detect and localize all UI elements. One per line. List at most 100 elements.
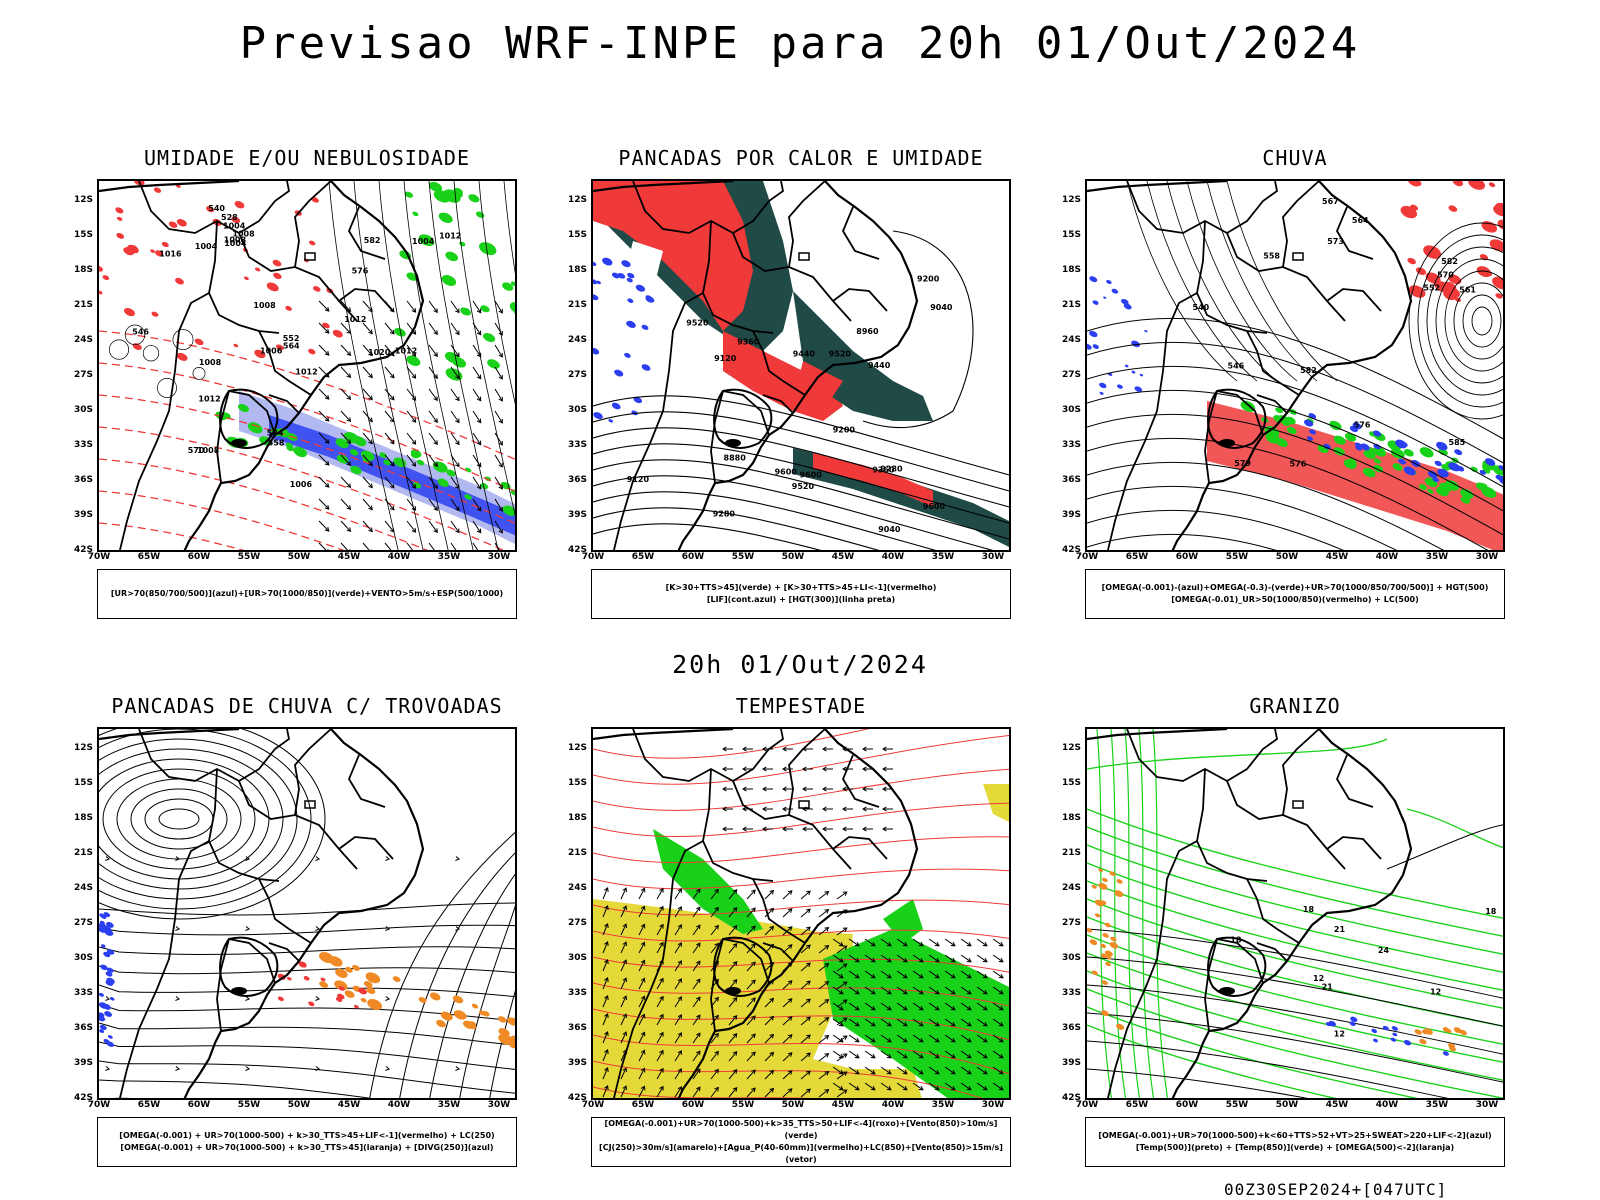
wind-vector xyxy=(602,1084,609,1098)
wind-vector xyxy=(960,1082,972,1091)
field-blob xyxy=(446,469,456,477)
wind-vector xyxy=(315,856,321,861)
wind-vector xyxy=(836,945,848,954)
map-panel xyxy=(97,727,517,1100)
field-blob xyxy=(1104,922,1111,928)
field-blob xyxy=(311,197,319,203)
wind-vector xyxy=(818,1070,830,1080)
field-blob xyxy=(1362,467,1376,478)
field-blob xyxy=(338,986,345,991)
country-border xyxy=(1196,220,1268,334)
wind-vector xyxy=(428,410,438,424)
field-blob xyxy=(441,275,457,286)
lat-tick-label: 15S xyxy=(567,778,587,788)
wind-vector xyxy=(340,388,352,401)
field-blob xyxy=(468,194,480,203)
contour-label: 1020 xyxy=(368,348,391,357)
lon-tick-label: 30W xyxy=(981,552,1005,562)
wind-vector xyxy=(105,1066,111,1071)
contour-label: 8880 xyxy=(724,453,747,462)
country-border xyxy=(228,390,276,436)
wind-vector xyxy=(976,954,988,963)
wind-vector xyxy=(428,432,438,446)
wind-vector xyxy=(896,1066,908,1075)
wind-vector xyxy=(842,806,853,812)
wind-vector xyxy=(818,926,830,936)
field-blob xyxy=(1116,384,1123,389)
wind-vector xyxy=(245,856,251,861)
field-blob xyxy=(1106,955,1112,960)
contour-label: 9600 xyxy=(800,471,823,480)
field-blob xyxy=(127,244,139,254)
wind-vector xyxy=(896,970,908,979)
wind-vector xyxy=(928,1018,940,1027)
contour-label: 540 xyxy=(1193,303,1210,312)
wind-vector xyxy=(960,970,972,979)
country-border xyxy=(347,206,386,260)
field-blob xyxy=(1372,430,1382,437)
wind-vector xyxy=(960,1066,972,1075)
lon-tick-label: 35W xyxy=(1425,1100,1449,1110)
wind-vector xyxy=(710,888,719,900)
wind-vector xyxy=(836,963,848,972)
wind-vector xyxy=(362,410,373,423)
wind-vector xyxy=(848,1002,860,1011)
wind-vector xyxy=(315,1066,321,1071)
wind-vector xyxy=(782,890,793,900)
country-border xyxy=(1126,729,1346,870)
field-blob xyxy=(176,352,188,361)
wind-vector xyxy=(992,954,1004,963)
wind-vector xyxy=(836,1071,848,1080)
contour-label: 9600 xyxy=(775,467,798,476)
field-blob xyxy=(1344,432,1357,442)
wind-vector xyxy=(944,970,956,979)
field-blob xyxy=(1403,1039,1412,1046)
country-border xyxy=(1335,206,1374,260)
field-blob xyxy=(1363,449,1376,459)
field-blob xyxy=(1443,290,1457,301)
wind-vector xyxy=(428,454,438,468)
stream-line xyxy=(99,902,515,916)
contour-label: 9200 xyxy=(917,275,940,284)
lon-tick-label: 35W xyxy=(437,552,461,562)
wind-vector xyxy=(384,366,395,379)
lat-tick-label: 36S xyxy=(567,1023,587,1033)
panel-title: PANCADAS POR CALOR E UMIDADE xyxy=(618,146,984,170)
field-blob xyxy=(1309,429,1317,435)
wind-vector xyxy=(472,520,482,534)
wind-vector xyxy=(822,826,833,832)
wind-vector xyxy=(728,907,738,918)
wind-vector xyxy=(913,1099,923,1100)
wind-vector xyxy=(1008,955,1009,956)
stream-line xyxy=(99,1041,515,1070)
field-blob xyxy=(406,355,421,367)
field-blob xyxy=(206,206,215,213)
wind-vector xyxy=(318,476,330,488)
field-blob xyxy=(1275,407,1283,414)
field-blob xyxy=(1099,382,1107,389)
map-graphic xyxy=(593,729,1009,1100)
wind-vector xyxy=(385,926,391,931)
field-blob xyxy=(287,977,292,981)
wind-vector xyxy=(960,1002,972,1011)
wind-vector xyxy=(362,542,373,550)
wind-vector xyxy=(800,980,811,990)
stream-line xyxy=(99,1060,515,1094)
lat-tick-label: 12S xyxy=(1061,743,1081,753)
wind-vector xyxy=(450,542,457,550)
contour-label: 1008 xyxy=(199,358,222,367)
map-panel: 582 585 582 576 573 570 567 579 576 564 558 552 540 5… xyxy=(1085,179,1505,552)
lon-tick-label: 65W xyxy=(1125,1100,1149,1110)
wind-vector xyxy=(406,454,417,467)
field-blob xyxy=(105,971,113,977)
contour-label: 1008 xyxy=(253,301,276,310)
field-blob xyxy=(320,977,326,982)
field-blob xyxy=(596,280,601,285)
wind-vector xyxy=(822,806,833,812)
field-blob xyxy=(1432,477,1440,483)
field-blob xyxy=(412,211,419,217)
wind-vector xyxy=(822,786,833,792)
wind-vector xyxy=(494,476,503,490)
wind-vector xyxy=(762,806,773,812)
wind-vector xyxy=(1008,1003,1009,1004)
